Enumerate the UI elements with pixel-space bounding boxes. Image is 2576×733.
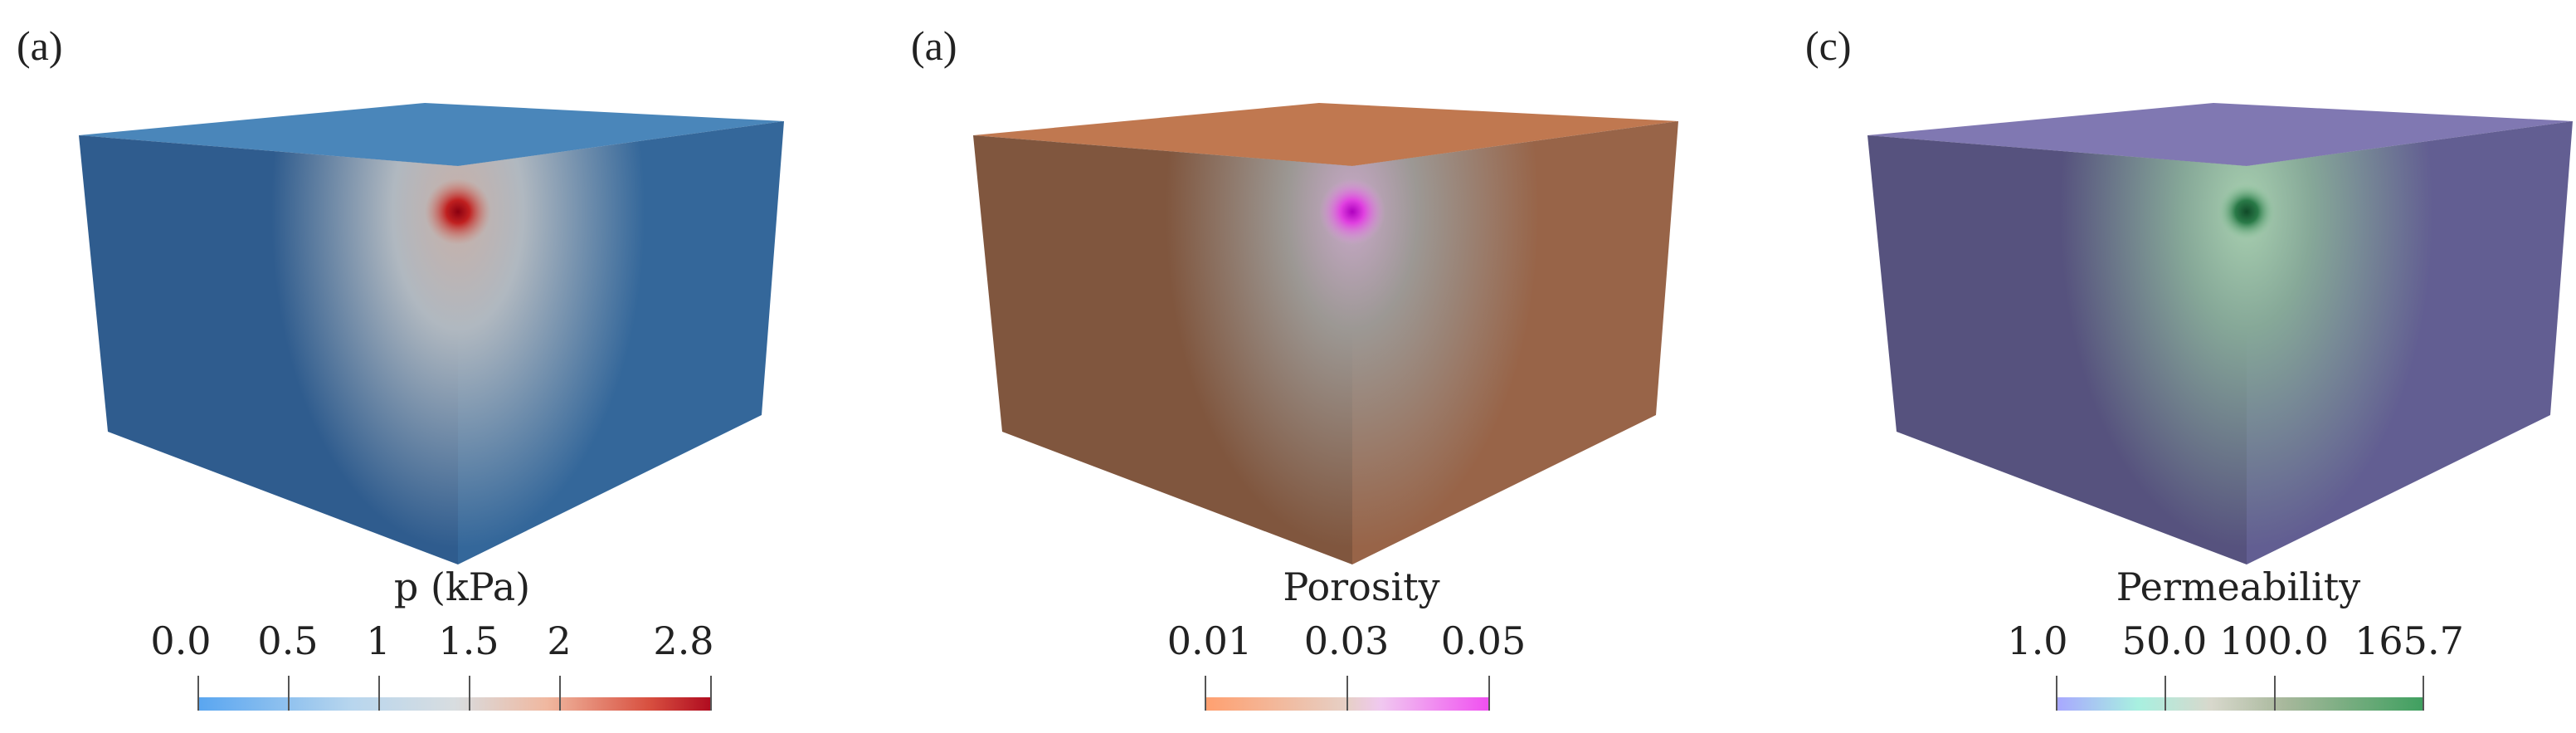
tick-label: 0.05	[1440, 618, 1527, 663]
colorbar	[2057, 697, 2423, 711]
cube-top-face	[79, 103, 784, 166]
cube-top-face	[973, 103, 1678, 166]
colorbar	[199, 697, 710, 711]
tick-label: 0.01	[1166, 618, 1253, 663]
colorbar-tick	[1346, 676, 1348, 711]
panel-label: (c)	[1805, 22, 1852, 69]
panel-label: (a)	[911, 22, 957, 69]
source-hotspot	[425, 178, 491, 245]
tick-label: 50.0	[2121, 618, 2208, 663]
tick-label: 1.0	[2007, 618, 2068, 663]
panel-porosity: (a) Porosity 0.01 0.03 0.05	[894, 0, 1753, 733]
field-overlay	[1867, 121, 2573, 564]
tick-label: 1	[366, 618, 391, 663]
tick-label: 2	[547, 618, 572, 663]
tick-label: 165.7	[2354, 618, 2464, 663]
field-overlay	[973, 121, 1678, 564]
tick-label: 100.0	[2219, 618, 2329, 663]
cube-top-face	[1867, 103, 2573, 166]
colorbar-title: p (kPa)	[393, 564, 531, 609]
colorbar-tick	[378, 676, 380, 711]
tick-label: 2.8	[653, 618, 714, 663]
cube-plot-porosity	[973, 103, 1678, 564]
source-hotspot	[2218, 183, 2275, 240]
cube-plot-permeability	[1867, 103, 2573, 564]
colorbar-tick	[2274, 676, 2276, 711]
source-hotspot	[1319, 178, 1385, 245]
colorbar-title: Porosity	[1283, 564, 1440, 609]
colorbar-tick	[288, 676, 290, 711]
tick-label: 1.5	[438, 618, 499, 663]
colorbar-title: Permeability	[2116, 564, 2361, 609]
panel-pressure: (a) p (kPa) 0.0 0.5 1 1.5 2 2.8	[0, 0, 859, 733]
colorbar-tick	[559, 676, 561, 711]
colorbar-tick	[469, 676, 470, 711]
tick-label: 0.0	[150, 618, 212, 663]
panel-label: (a)	[17, 22, 63, 69]
tick-label: 0.03	[1303, 618, 1390, 663]
tick-label: 0.5	[257, 618, 319, 663]
field-overlay	[79, 121, 784, 564]
cube-plot-pressure	[79, 103, 784, 564]
panel-permeability: (c) Permeability 1.0 50.0 100.0 165.7	[1789, 0, 2576, 733]
colorbar-tick	[2165, 676, 2166, 711]
